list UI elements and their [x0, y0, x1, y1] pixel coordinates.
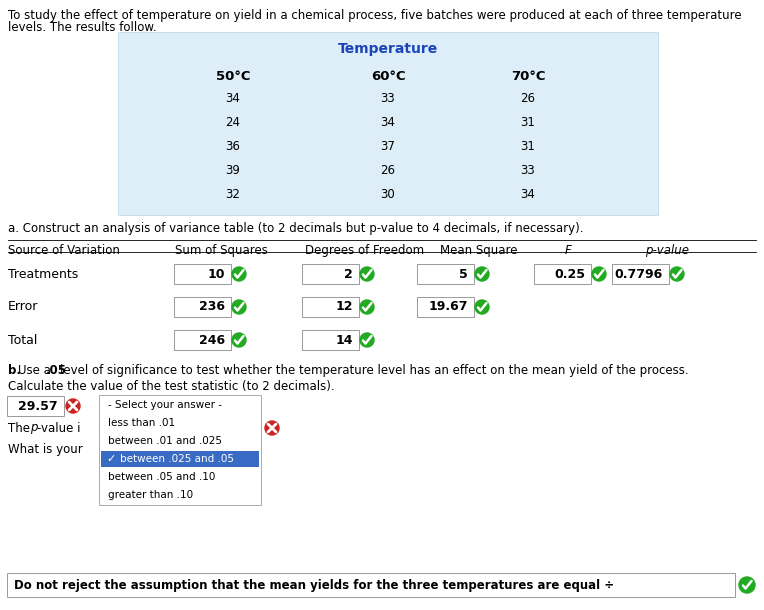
- Text: p-value: p-value: [645, 244, 689, 257]
- Text: 14: 14: [335, 334, 353, 346]
- FancyBboxPatch shape: [302, 264, 359, 284]
- Text: Do not reject the assumption that the mean yields for the three temperatures are: Do not reject the assumption that the me…: [14, 578, 614, 592]
- Text: a. Construct an analysis of variance table (to 2 decimals but p-value to 4 decim: a. Construct an analysis of variance tab…: [8, 222, 584, 235]
- FancyBboxPatch shape: [174, 264, 231, 284]
- Circle shape: [66, 399, 80, 413]
- FancyBboxPatch shape: [612, 264, 669, 284]
- FancyBboxPatch shape: [174, 297, 231, 317]
- Text: Temperature: Temperature: [338, 42, 438, 56]
- FancyBboxPatch shape: [174, 330, 231, 350]
- Text: between .025 and .05: between .025 and .05: [140, 423, 254, 433]
- Text: - Select your answer -: - Select your answer -: [108, 400, 222, 410]
- Text: 34: 34: [380, 116, 396, 129]
- FancyBboxPatch shape: [534, 264, 591, 284]
- Text: 30: 30: [380, 188, 396, 201]
- Text: 0.7796: 0.7796: [615, 268, 663, 281]
- FancyBboxPatch shape: [99, 395, 261, 505]
- Text: Mean Square: Mean Square: [440, 244, 517, 257]
- Text: -value i: -value i: [37, 422, 80, 434]
- Text: 39: 39: [225, 164, 241, 177]
- Circle shape: [232, 300, 246, 314]
- Text: 37: 37: [380, 140, 396, 153]
- Text: level of significance to test whether the temperature level has an effect on the: level of significance to test whether th…: [60, 364, 688, 377]
- Text: levels. The results follow.: levels. The results follow.: [8, 21, 157, 34]
- Text: 26: 26: [520, 92, 536, 105]
- FancyBboxPatch shape: [101, 451, 259, 467]
- Text: 12: 12: [335, 301, 353, 314]
- Circle shape: [670, 267, 684, 281]
- FancyBboxPatch shape: [417, 264, 474, 284]
- Text: between .05 and .10: between .05 and .10: [108, 472, 215, 482]
- Text: 33: 33: [380, 92, 396, 105]
- Text: To study the effect of temperature on yield in a chemical process, five batches : To study the effect of temperature on yi…: [8, 9, 742, 22]
- FancyBboxPatch shape: [302, 330, 359, 350]
- Text: ✓: ✓: [106, 454, 115, 464]
- Text: 5: 5: [459, 268, 468, 281]
- Text: What is your: What is your: [8, 443, 83, 456]
- Text: between .01 and .025: between .01 and .025: [108, 436, 222, 446]
- FancyBboxPatch shape: [118, 32, 658, 215]
- Text: 34: 34: [520, 188, 536, 201]
- Text: 31: 31: [520, 116, 536, 129]
- Text: 34: 34: [225, 92, 241, 105]
- Text: between .025 and .05: between .025 and .05: [120, 454, 234, 464]
- Text: 29.57: 29.57: [18, 400, 58, 412]
- Text: 24: 24: [225, 116, 241, 129]
- Text: 236: 236: [199, 301, 225, 314]
- Text: 246: 246: [199, 334, 225, 346]
- Text: 50°C: 50°C: [215, 70, 251, 83]
- Text: 26: 26: [380, 164, 396, 177]
- Circle shape: [475, 267, 489, 281]
- Text: 19.67: 19.67: [429, 301, 468, 314]
- Text: 36: 36: [225, 140, 241, 153]
- Text: p: p: [30, 422, 37, 434]
- Text: 2: 2: [345, 268, 353, 281]
- Text: 10: 10: [208, 268, 225, 281]
- Circle shape: [232, 333, 246, 347]
- Text: The: The: [8, 422, 30, 434]
- Circle shape: [265, 421, 279, 435]
- Text: 70°C: 70°C: [511, 70, 545, 83]
- Text: 33: 33: [520, 164, 536, 177]
- FancyBboxPatch shape: [417, 297, 474, 317]
- FancyBboxPatch shape: [7, 573, 735, 597]
- Text: Degrees of Freedom: Degrees of Freedom: [305, 244, 424, 257]
- Text: Calculate the value of the test statistic (to 2 decimals).: Calculate the value of the test statisti…: [8, 380, 335, 393]
- Text: 31: 31: [520, 140, 536, 153]
- Circle shape: [360, 300, 374, 314]
- Text: 32: 32: [225, 188, 241, 201]
- Circle shape: [232, 267, 246, 281]
- Text: F: F: [565, 244, 571, 257]
- Circle shape: [592, 267, 606, 281]
- Circle shape: [739, 577, 755, 593]
- Text: less than .01: less than .01: [108, 418, 175, 428]
- Text: 0.25: 0.25: [554, 268, 585, 281]
- Text: Use a: Use a: [18, 364, 51, 377]
- Text: Sum of Squares: Sum of Squares: [175, 244, 268, 257]
- FancyBboxPatch shape: [302, 297, 359, 317]
- Circle shape: [360, 267, 374, 281]
- Text: Total: Total: [8, 334, 37, 346]
- Text: .05: .05: [46, 364, 67, 377]
- Text: Error: Error: [8, 301, 38, 314]
- FancyBboxPatch shape: [99, 418, 261, 438]
- Circle shape: [360, 333, 374, 347]
- Circle shape: [475, 300, 489, 314]
- Text: greater than .10: greater than .10: [108, 490, 193, 500]
- Text: Source of Variation: Source of Variation: [8, 244, 120, 257]
- Text: 60°C: 60°C: [371, 70, 406, 83]
- Text: Treatments: Treatments: [8, 268, 78, 281]
- FancyBboxPatch shape: [7, 396, 64, 416]
- Text: b.: b.: [8, 364, 21, 377]
